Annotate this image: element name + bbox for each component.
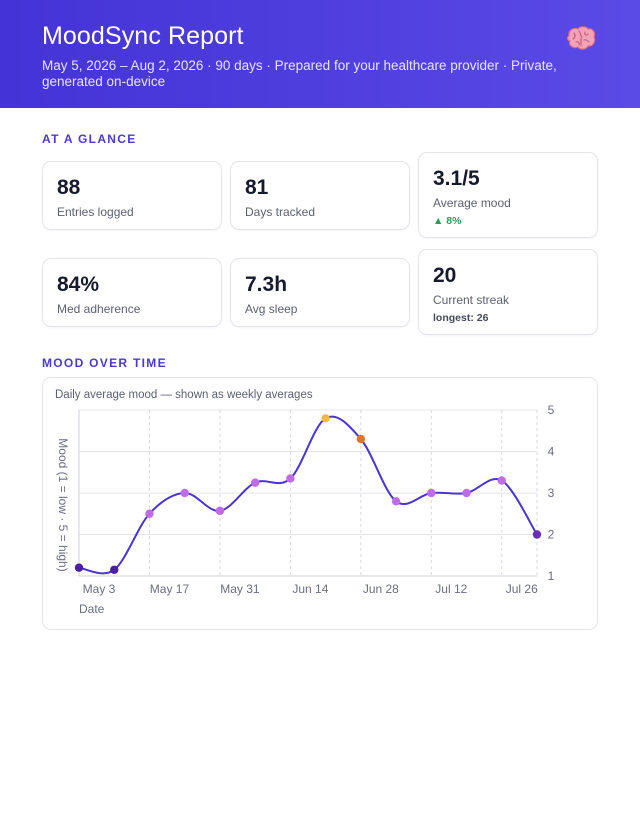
y-axis-label: Mood (1 = low · 5 = high) <box>56 438 70 571</box>
report-title: MoodSync Report <box>42 22 244 50</box>
avg-sleep-card: 7.3h Avg sleep <box>230 258 410 327</box>
mood-point <box>215 506 225 516</box>
x-tick-label: May 17 <box>150 582 190 596</box>
report-header: MoodSync Report May 5, 2026 – Aug 2, 202… <box>0 0 640 108</box>
x-axis-label: Date <box>79 602 105 616</box>
entries-logged-card: 88 Entries logged <box>42 161 222 230</box>
days-tracked-label: Days tracked <box>245 205 316 219</box>
x-tick-label: May 3 <box>83 582 116 596</box>
avg-sleep-value: 7.3h <box>245 273 288 296</box>
mood-chart-card: Daily average mood — shown as weekly ave… <box>42 377 598 630</box>
mood-chart: 1 2 3 4 5 May 3 May 17 May 31 Jun 14 Jun 28 Jul 12… <box>56 403 555 616</box>
at-a-glance-heading: AT A GLANCE <box>42 132 137 146</box>
y-tick-label: 5 <box>548 403 555 417</box>
med-adherence-card: 84% Med adherence <box>42 258 222 327</box>
mood-point <box>462 488 471 498</box>
days-tracked-card: 81 Days tracked <box>230 161 410 230</box>
days-tracked-value: 81 <box>245 176 269 199</box>
current-streak-card: 20 Current streak longest: 26 <box>418 249 598 335</box>
mood-point <box>286 474 295 483</box>
y-tick-label: 2 <box>548 528 555 542</box>
mood-point <box>391 497 401 506</box>
mood-point <box>356 434 366 444</box>
mood-point <box>532 530 542 539</box>
average-mood-card: 3.1/5 Average mood ▲ 8% <box>418 152 598 238</box>
mood-point <box>427 488 436 498</box>
mood-point <box>250 478 260 487</box>
y-tick-label: 1 <box>548 569 555 583</box>
longest-streak-note: longest: 26 <box>433 312 489 324</box>
x-tick-label: Jun 28 <box>363 582 399 596</box>
x-tick-label: Jul 12 <box>435 582 467 596</box>
mood-point <box>110 565 119 574</box>
average-mood-value: 3.1/5 <box>433 167 480 190</box>
y-tick-label: 4 <box>548 445 555 459</box>
average-mood-change: ▲ 8% <box>433 215 462 227</box>
mood-point <box>497 476 506 485</box>
x-tick-label: Jul 26 <box>506 582 538 596</box>
brain-icon <box>567 26 596 50</box>
entries-logged-value: 88 <box>57 176 81 199</box>
current-streak-value: 20 <box>433 264 457 287</box>
x-tick-label: May 31 <box>220 582 260 596</box>
mood-chart-subtitle: Daily average mood — shown as weekly ave… <box>55 389 313 401</box>
mood-over-time-heading: MOOD OVER TIME <box>42 356 167 370</box>
mood-point <box>180 488 189 498</box>
entries-logged-label: Entries logged <box>57 205 134 219</box>
avg-sleep-label: Avg sleep <box>245 302 298 316</box>
mood-point <box>145 509 154 518</box>
med-adherence-value: 84% <box>57 273 100 296</box>
average-mood-label: Average mood <box>433 196 511 210</box>
mood-point <box>321 414 330 423</box>
y-tick-label: 3 <box>548 486 555 500</box>
current-streak-label: Current streak <box>433 293 510 307</box>
report-subtitle: May 5, 2026 – Aug 2, 2026 · 90 days · Pr… <box>42 58 557 89</box>
mood-point <box>74 563 84 572</box>
x-tick-label: Jun 14 <box>292 582 328 596</box>
med-adherence-label: Med adherence <box>57 302 141 316</box>
